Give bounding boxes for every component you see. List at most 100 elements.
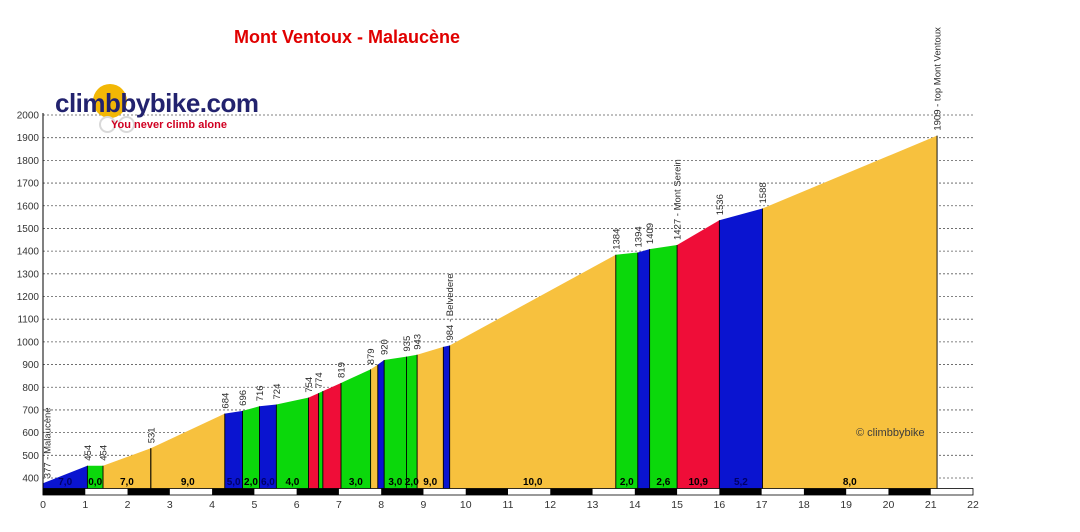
y-axis-tick-label: 800: [22, 383, 39, 394]
elevation-label: 1909 - top Mont Ventoux: [933, 27, 944, 131]
gradient-percent-label: 2,6: [656, 477, 670, 488]
gradient-segment: [637, 249, 650, 489]
gradient-percent-label: 5,2: [734, 477, 748, 488]
gradient-percent-label: 8,0: [843, 477, 857, 488]
y-axis-tick-label: 1700: [17, 179, 40, 190]
gradient-percent-label: 3,0: [349, 477, 363, 488]
elevation-label: 920: [380, 339, 391, 355]
gradient-percent-label: 9,0: [423, 477, 437, 488]
gradient-segment: [103, 448, 151, 489]
x-axis-tick-label: 7: [336, 499, 342, 511]
y-axis-tick-label: 1200: [17, 292, 40, 303]
elevation-label: 754: [304, 377, 315, 393]
elevation-label: 531: [146, 427, 157, 443]
y-axis-tick-label: 1900: [17, 133, 40, 144]
gradient-segment: [87, 465, 104, 489]
gradient-percent-label: 7,0: [120, 477, 134, 488]
elevation-label: 819: [337, 362, 348, 378]
gradient-segment: [417, 346, 444, 489]
gradient-segment: [384, 356, 407, 489]
cyclist-icon: [99, 116, 137, 138]
elevation-label: 1536: [715, 194, 726, 215]
x-axis-tick-label: 19: [840, 499, 852, 511]
gradient-segment: [762, 135, 938, 489]
gradient-segment: [308, 393, 319, 489]
x-axis-tick-label: 10: [460, 499, 472, 511]
gradient-percent-label: 2,0: [244, 477, 258, 488]
gradient-segment: [242, 406, 260, 489]
y-axis-tick-label: 900: [22, 360, 39, 371]
y-axis-tick-label: 600: [22, 428, 39, 439]
gradient-segment: [259, 404, 277, 489]
gradient-percent-label: 4,0: [285, 477, 299, 488]
y-axis-tick-label: 1300: [17, 269, 40, 280]
x-axis-tick-label: 18: [798, 499, 810, 511]
x-axis-tick-label: 8: [378, 499, 384, 511]
elevation-label: 1409: [645, 223, 656, 244]
y-axis-tick-label: 400: [22, 474, 39, 485]
x-axis-tick-label: 0: [40, 499, 46, 511]
gradient-segment: [377, 360, 385, 489]
y-axis-tick-label: 1500: [17, 224, 40, 235]
gradient-percent-label: 10,9: [688, 477, 708, 488]
logo-tagline: You never climb alone: [111, 119, 227, 131]
elevation-label: 1588: [758, 182, 769, 203]
gradient-segment: [370, 364, 378, 489]
page-title: Mont Ventoux - Malaucène: [233, 27, 461, 47]
elevation-label: 943: [413, 334, 424, 350]
x-axis-tick-label: 15: [671, 499, 683, 511]
elevation-label: 879: [366, 348, 377, 364]
elevation-label: 684: [220, 393, 231, 409]
y-axis-tick-label: 1100: [17, 315, 39, 326]
y-axis-tick-label: 500: [22, 451, 39, 462]
gradient-segment: [224, 410, 243, 489]
elevation-label: 454: [99, 445, 110, 461]
y-axis-tick-label: 700: [22, 405, 39, 416]
x-axis-tick-label: 22: [967, 499, 979, 511]
elevation-label: 716: [255, 385, 266, 401]
gradient-percent-label: 3,0: [388, 477, 402, 488]
elevation-label: 774: [314, 372, 325, 388]
elevation-label: 935: [402, 336, 413, 352]
x-axis-tick-label: 1: [82, 499, 88, 511]
x-axis-tick-label: 5: [251, 499, 257, 511]
gradient-segment: [150, 413, 225, 489]
y-axis-tick-label: 1600: [17, 201, 40, 212]
x-axis-tick-label: 3: [167, 499, 173, 511]
gradient-segment: [677, 220, 720, 489]
elevation-label: 1394: [633, 226, 644, 247]
logo: climbbybike.com You never climb alone: [55, 84, 259, 133]
y-axis-tick-label: 1800: [17, 156, 40, 167]
x-axis-tick-label: 16: [714, 499, 726, 511]
elevation-label: 724: [272, 384, 283, 400]
gradient-segment: [649, 244, 678, 489]
y-axis-tick-label: 2000: [17, 111, 40, 122]
gradient-percent-label: 6,0: [261, 477, 275, 488]
logo-text: climbbybike.com: [55, 88, 259, 118]
gradient-segment: [443, 345, 450, 489]
x-axis-tick-label: 14: [629, 499, 641, 511]
gradient-segment: [43, 465, 88, 489]
elevation-label: 696: [238, 390, 249, 406]
x-axis-tick-label: 4: [209, 499, 215, 511]
x-axis-tick-label: 12: [544, 499, 556, 511]
gradient-percent-label: 2,0: [620, 477, 634, 488]
x-axis-tick-label: 6: [294, 499, 300, 511]
gradient-segment: [615, 252, 638, 489]
gradient-percent-label: 2,0: [405, 477, 419, 488]
elevation-label: 377 - Malaucène: [43, 407, 54, 478]
elevation-label: 1427 - Mont Serein: [673, 159, 684, 240]
logo-sun-icon: [93, 84, 127, 118]
x-axis-tick-label: 17: [756, 499, 768, 511]
x-axis-tick-label: 21: [925, 499, 937, 511]
gradient-percent-label: 7,0: [58, 477, 72, 488]
gradient-segment: [341, 369, 371, 489]
gradient-percent-label: 9,0: [181, 477, 195, 488]
copyright-watermark: © climbbybike: [856, 427, 925, 439]
gradient-percent-label: 10,0: [523, 477, 543, 488]
gradient-segment: [322, 382, 342, 489]
gradient-segment: [406, 354, 418, 489]
gradient-segment: [449, 254, 616, 489]
x-axis-tick-label: 11: [503, 499, 514, 511]
